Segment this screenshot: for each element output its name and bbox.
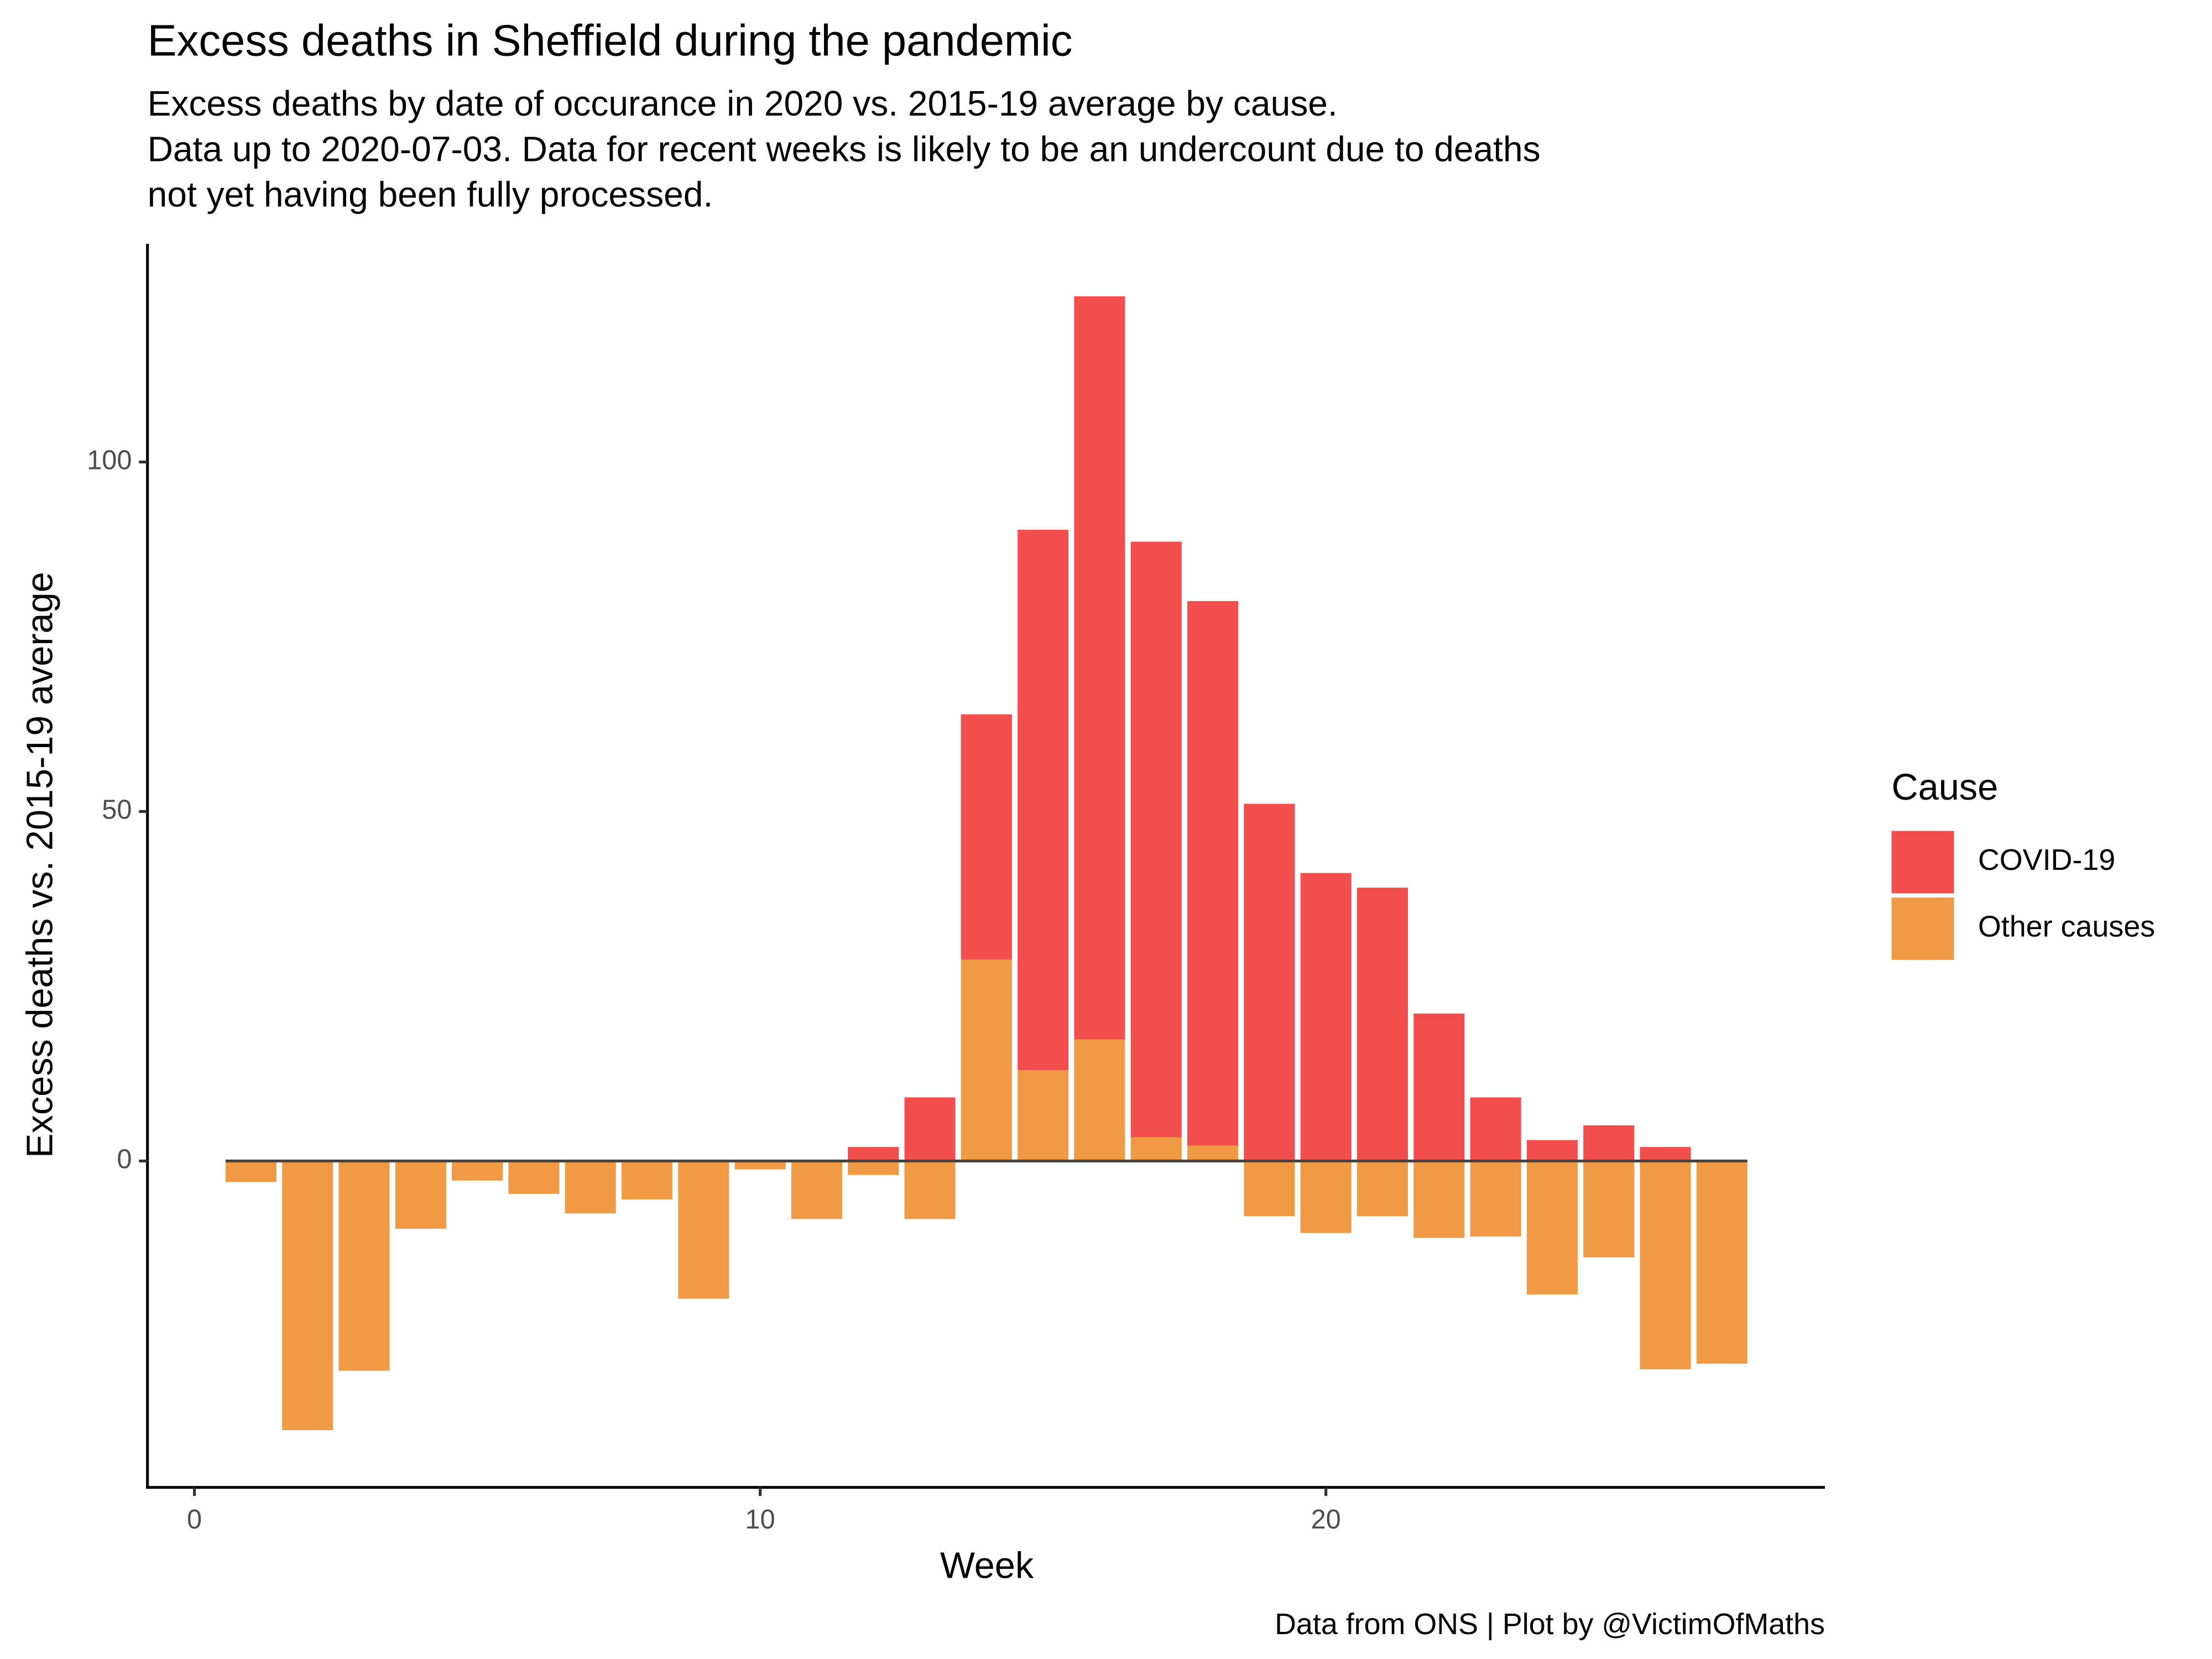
x-tick-label: 10 [745,1505,775,1535]
bar [1640,1147,1691,1161]
bar [1018,530,1069,1071]
bar [565,1161,616,1214]
bar [1696,1161,1747,1364]
bar [282,1161,333,1431]
bar [1583,1125,1635,1161]
bar [1300,1161,1352,1233]
bar [508,1161,560,1194]
y-tick-label: 100 [87,445,132,475]
subtitle: Excess deaths by date of occurance in 20… [148,84,1338,123]
subtitle: Data up to 2020-07-03. Data for recent w… [148,129,1541,169]
bar [848,1161,899,1175]
legend-title: Cause [1892,767,1999,808]
bar [338,1161,390,1371]
bar [1187,601,1239,1146]
bar [848,1147,899,1161]
bar [1074,1039,1125,1161]
bar [1018,1070,1069,1161]
bar [1357,1161,1408,1217]
bar [1357,888,1408,1161]
bar [1244,1161,1295,1217]
bar [678,1161,729,1299]
bar [1470,1161,1521,1237]
bar [225,1161,276,1182]
x-tick-label: 20 [1311,1505,1341,1535]
bar [1583,1161,1635,1258]
bar [904,1161,956,1219]
bar [1526,1140,1578,1161]
legend-swatch [1891,898,1954,960]
bar [621,1161,673,1199]
bar [1526,1161,1578,1295]
chart-title: Excess deaths in Sheffield during the pa… [148,15,1073,65]
legend-label: Other causes [1978,910,2155,943]
bar [1074,296,1125,1040]
y-tick-label: 50 [102,795,132,825]
bar [1413,1161,1465,1238]
bar [1130,541,1182,1138]
bar [1300,873,1352,1161]
bar [1470,1097,1521,1161]
bar [452,1161,503,1181]
bar [1244,804,1295,1161]
bar [904,1097,956,1161]
y-axis-label: Excess deaths vs. 2015-19 average [20,572,61,1158]
bar [961,714,1012,960]
bar [734,1161,786,1170]
bar [791,1161,842,1219]
x-tick-label: 0 [187,1505,202,1535]
bar [1187,1145,1239,1161]
bar [1640,1161,1691,1370]
bar [961,959,1012,1161]
bar [395,1161,446,1229]
bar [1413,1013,1465,1161]
caption: Data from ONS | Plot by @VictimOfMaths [1275,1608,1825,1641]
subtitle: not yet having been fully processed. [148,174,713,214]
legend-label: COVID-19 [1978,843,2115,877]
legend-swatch [1891,831,1954,894]
x-axis-label: Week [940,1546,1034,1587]
y-tick-label: 0 [117,1144,132,1174]
bar [1130,1137,1182,1161]
